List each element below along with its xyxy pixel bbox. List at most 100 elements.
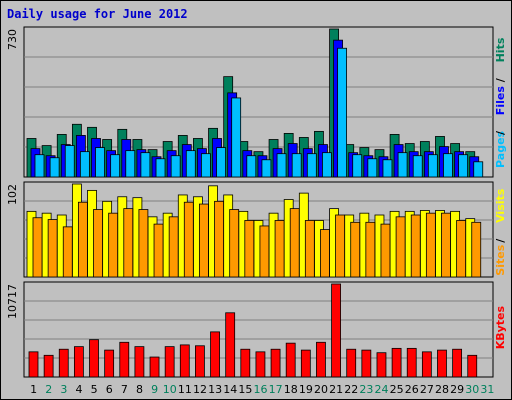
- legend-separator: /: [494, 130, 507, 135]
- pages-bar: [231, 97, 242, 178]
- x-tick-label: 21: [329, 383, 343, 396]
- kbytes-bar: [376, 352, 387, 378]
- sites-bar: [199, 203, 209, 278]
- sites-bar: [456, 220, 467, 278]
- pages-bar: [367, 158, 378, 178]
- sites-bar: [274, 220, 285, 278]
- x-tick-label: 8: [136, 383, 143, 396]
- x-tick-label: 10: [163, 383, 177, 396]
- pages-bar: [110, 154, 121, 178]
- x-tick-label: 29: [450, 383, 464, 396]
- sites-bar: [93, 209, 103, 278]
- sites-bar: [47, 219, 58, 278]
- kbytes-bar: [285, 342, 296, 378]
- pages-bar: [49, 157, 60, 178]
- pages-bar: [201, 153, 211, 178]
- pages-bar: [155, 158, 166, 178]
- sites-bar: [123, 208, 134, 278]
- sites-bar: [289, 208, 300, 278]
- sites-bar: [320, 229, 330, 278]
- x-tick-label: 19: [299, 383, 313, 396]
- kbytes-bar: [467, 354, 478, 378]
- kbytes-bar: [89, 339, 99, 378]
- x-tick-label: 13: [208, 383, 222, 396]
- x-tick-label: 7: [121, 383, 128, 396]
- pages-bar: [79, 151, 90, 178]
- x-tick-label: 18: [284, 383, 298, 396]
- kbytes-bar: [149, 356, 160, 378]
- sites-bar: [410, 214, 421, 278]
- sites-bar: [335, 214, 345, 278]
- legend-files: Files: [494, 86, 507, 116]
- sites-bar: [395, 216, 406, 278]
- kbytes-bar: [421, 351, 432, 378]
- kbytes-bar: [331, 283, 341, 378]
- kbytes-bar: [225, 312, 236, 378]
- pages-bar: [95, 147, 105, 178]
- x-tick-label: 1: [30, 383, 37, 396]
- kbytes-bar: [195, 345, 205, 378]
- kbytes-bar: [73, 346, 84, 378]
- pages-bar: [291, 153, 302, 178]
- legend-visits: Visits: [494, 188, 507, 223]
- pages-bar: [473, 161, 484, 178]
- pages-bar: [216, 147, 226, 178]
- legend-kbytes: KBytes: [494, 306, 507, 350]
- sites-bar: [259, 225, 270, 278]
- sites-bar: [441, 212, 451, 278]
- sites-bar: [365, 221, 376, 278]
- sites-bar: [425, 212, 436, 278]
- kbytes-bar: [300, 349, 311, 378]
- kbytes-bar: [210, 331, 220, 378]
- kbytes-bar: [437, 349, 447, 378]
- legend-sites: Sites: [494, 244, 507, 275]
- pages-bar: [443, 153, 453, 178]
- sites-bar: [471, 221, 482, 278]
- x-tick-label: 11: [178, 383, 192, 396]
- sites-bar: [77, 201, 88, 278]
- kbytes-bar: [134, 346, 145, 378]
- kbytes-bar: [104, 349, 115, 378]
- sites-bar: [32, 217, 43, 278]
- kbytes-bar: [452, 348, 463, 378]
- pages-bar: [306, 153, 317, 178]
- x-tick-label: 3: [60, 383, 67, 396]
- kbytes-bar: [58, 348, 69, 378]
- x-tick-label: 24: [375, 383, 389, 396]
- x-tick-label: 28: [435, 383, 449, 396]
- pages-bar: [322, 152, 332, 178]
- sites-bar: [380, 223, 391, 278]
- x-tick-label: 5: [91, 383, 98, 396]
- kbytes-bar: [164, 346, 175, 378]
- x-tick-label: 20: [314, 383, 328, 396]
- x-tick-label: 6: [106, 383, 113, 396]
- legend-separator: /: [494, 77, 507, 82]
- kbytes-bar: [391, 347, 402, 378]
- pages-bar: [170, 155, 181, 178]
- sites-bar: [168, 216, 179, 278]
- x-tick-label: 4: [75, 383, 82, 396]
- sites-bar: [244, 220, 255, 278]
- kbytes-bar: [240, 348, 251, 378]
- sites-bar: [304, 220, 315, 278]
- pages-bar: [34, 154, 45, 178]
- pages-bar: [397, 152, 408, 178]
- pages-bar: [140, 152, 151, 178]
- sites-bar: [183, 201, 194, 278]
- sites-bar: [62, 226, 73, 278]
- pages-bar: [125, 150, 136, 178]
- kbytes-bar: [406, 347, 417, 378]
- sites-bar: [229, 209, 240, 278]
- pages-bar: [276, 153, 287, 178]
- sites-bar: [214, 200, 224, 278]
- pages-bar: [352, 154, 363, 178]
- x-tick-label: 17: [269, 383, 283, 396]
- legend-separator: /: [494, 238, 507, 243]
- x-tick-label: 16: [254, 383, 268, 396]
- x-tick-label: 30: [465, 383, 479, 396]
- y-max-label: 102: [6, 184, 19, 205]
- pages-bar: [458, 154, 469, 178]
- x-tick-label: 23: [359, 383, 373, 396]
- kbytes-bar: [270, 348, 281, 378]
- x-tick-label: 27: [420, 383, 434, 396]
